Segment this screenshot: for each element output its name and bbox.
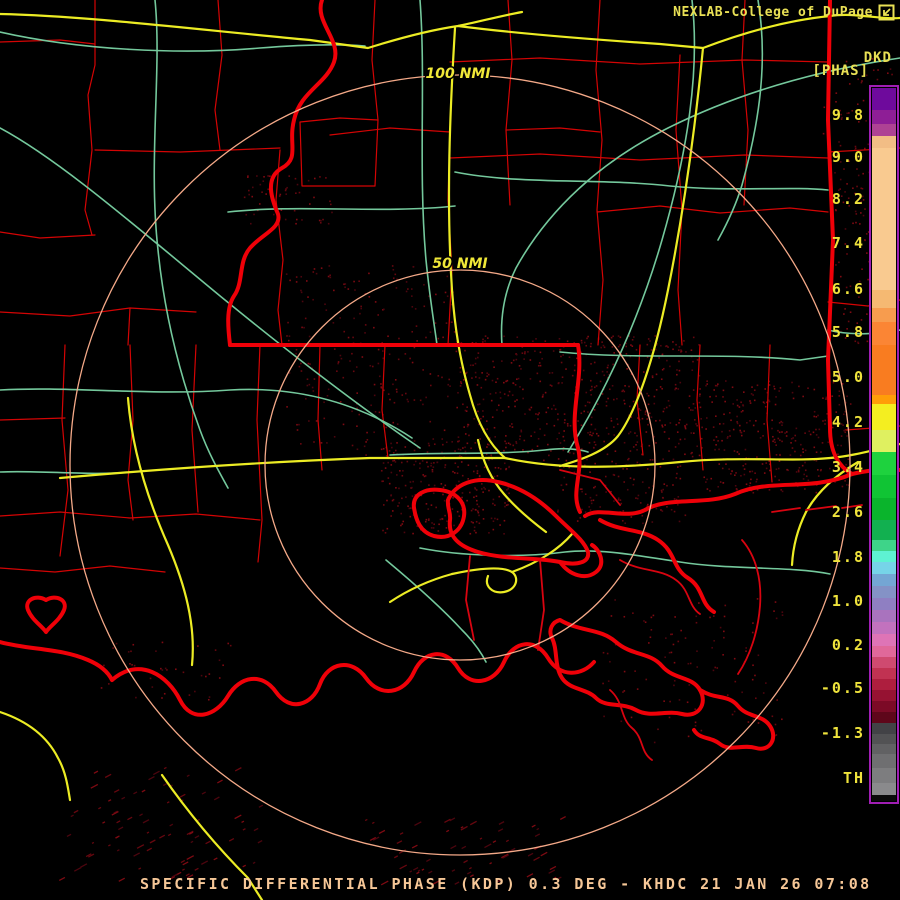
highways-primary (0, 10, 900, 900)
colorbar-segment (872, 430, 896, 452)
colorbar-segment (872, 768, 896, 783)
highways-secondary (0, 0, 900, 663)
colorbar-segment (872, 586, 896, 598)
colorbar-segment (872, 290, 896, 308)
colorbar-tick-label: 9.0 (831, 148, 865, 166)
colorbar-segment (872, 322, 896, 345)
range-ring-label: 100 NMI (426, 66, 491, 82)
colorbar-segment (872, 136, 896, 148)
colorbar-tick-label: -0.5 (820, 679, 865, 697)
range-ring (264, 269, 656, 661)
colorbar-segment (872, 734, 896, 744)
colorbar-segment (872, 744, 896, 754)
range-ring-label: 50 NMI (432, 256, 487, 272)
colorbar-tick-label: 5.0 (831, 368, 865, 386)
colorbar-segment (872, 498, 896, 520)
colorbar-segment (872, 657, 896, 668)
colorbar-segment (872, 754, 896, 768)
colorbar-segment (872, 701, 896, 712)
page-title: NEXLAB-College of DuPage (673, 5, 873, 20)
colorbar-tick-label: 1.8 (831, 548, 865, 566)
colorbar-segment (872, 124, 896, 136)
header: NEXLAB-College of DuPage (673, 4, 895, 21)
colorbar-segment (872, 540, 896, 551)
colorbar-segment (872, 562, 896, 574)
colorbar-tick-label: 3.4 (831, 458, 865, 476)
product-units-label: [PHAS] (812, 63, 869, 79)
colorbar-tick-label: 5.8 (831, 323, 865, 341)
water-thin (465, 469, 863, 761)
colorbar-segment (872, 574, 896, 586)
colorbar (869, 85, 899, 804)
colorbar-segment (872, 622, 896, 634)
colorbar-segment (872, 783, 896, 795)
colorbar-segment (872, 404, 896, 430)
product-code-label: DKD (863, 50, 892, 66)
colorbar-tick-label: 6.6 (831, 280, 865, 298)
colorbar-segment (872, 723, 896, 734)
colorbar-segment (872, 646, 896, 657)
colorbar-tick-label: 7.4 (831, 234, 865, 252)
colorbar-segment (872, 88, 896, 110)
colorbar-segment (872, 475, 896, 498)
colorbar-scale (872, 88, 896, 801)
external-link-icon (878, 4, 895, 21)
range-rings (69, 74, 851, 856)
colorbar-tick-label: 9.8 (831, 106, 865, 124)
colorbar-tick-label: 8.2 (831, 190, 865, 208)
colorbar-segment (872, 148, 896, 290)
colorbar-segment (872, 598, 896, 610)
colorbar-segment (872, 668, 896, 679)
colorbar-tick-label: -1.3 (820, 724, 865, 742)
range-ring (69, 74, 851, 856)
colorbar-tick-label: 0.2 (831, 636, 865, 654)
colorbar-segment (872, 690, 896, 701)
colorbar-segment (872, 345, 896, 395)
colorbar-segment (872, 679, 896, 690)
colorbar-segment (872, 551, 896, 562)
colorbar-segment (872, 610, 896, 622)
colorbar-tick-label: TH (842, 769, 865, 787)
colorbar-segment (872, 308, 896, 322)
colorbar-segment (872, 712, 896, 723)
status-bar: SPECIFIC DIFFERENTIAL PHASE (KDP) 0.3 DE… (140, 875, 872, 893)
colorbar-tick-label: 4.2 (831, 413, 865, 431)
colorbar-segment (872, 452, 896, 475)
colorbar-tick-label: 1.0 (831, 592, 865, 610)
colorbar-segment (872, 520, 896, 540)
colorbar-segment (872, 395, 896, 404)
colorbar-tick-label: 2.6 (831, 503, 865, 521)
colorbar-segment (872, 634, 896, 646)
colorbar-segment (872, 795, 896, 801)
colorbar-segment (872, 110, 896, 124)
